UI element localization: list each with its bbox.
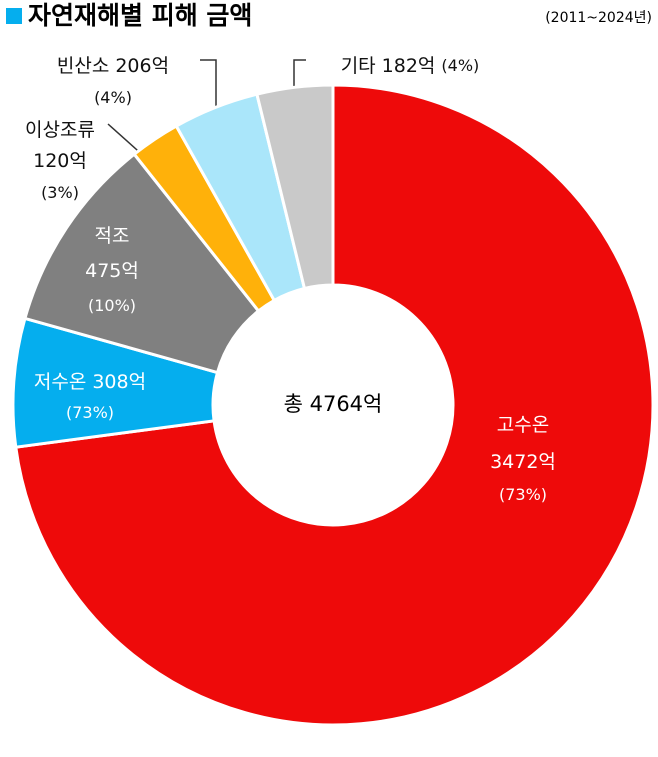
- value-label: 475억: [85, 260, 139, 282]
- percent-label: (4%): [441, 56, 479, 75]
- chart-subtitle: (2011~2024년): [545, 10, 652, 26]
- chart-title: 자연재해별 피해 금액: [28, 1, 252, 30]
- slice-label: (73%): [499, 485, 547, 504]
- percent-label: (3%): [41, 183, 79, 202]
- slice-label: 120억: [33, 150, 87, 172]
- center-label: 총 4764억: [284, 392, 383, 416]
- percent-label: (73%): [66, 403, 114, 422]
- slice-label: 저수온 308억: [34, 371, 146, 393]
- value-label: 308억: [92, 371, 146, 393]
- slice: [14, 83, 655, 727]
- slice-label: 고수온: [497, 414, 549, 436]
- value-label: 3472억: [490, 451, 556, 473]
- slice-label: (3%): [41, 183, 79, 202]
- leader-line: [200, 59, 217, 112]
- slice: [23, 152, 261, 375]
- category-label: 적조: [95, 225, 130, 247]
- slice: [255, 83, 335, 291]
- percent-label: (4%): [94, 88, 132, 107]
- slice-label: 빈산소 206억: [57, 55, 169, 77]
- category-label: 기타: [341, 55, 376, 77]
- slice-label: (4%): [94, 88, 132, 107]
- value-label: 120억: [33, 150, 87, 172]
- slice-label: (73%): [66, 403, 114, 422]
- slice-label: 적조: [95, 225, 130, 247]
- value-label: 182억: [382, 55, 436, 77]
- slices: [11, 83, 655, 727]
- value-label: 206억: [115, 55, 169, 77]
- labels: 고수온 3472억 (73%) 저수온 308억 (73%) 적조 475억 (10%) 이상조류…: [25, 55, 556, 504]
- category-label: 이상조류: [25, 119, 95, 141]
- title-marker: [6, 8, 22, 24]
- slice-label: 3472억: [490, 451, 556, 473]
- slice-label: 475억: [85, 260, 139, 282]
- slice-label: (10%): [88, 296, 136, 315]
- slice-label: 기타 182억 (4%): [341, 55, 480, 77]
- percent-label: (73%): [499, 485, 547, 504]
- category-label: 고수온: [497, 414, 549, 436]
- slice-label: 이상조류: [25, 119, 95, 141]
- percent-label: (10%): [88, 296, 136, 315]
- category-label: 빈산소: [57, 55, 109, 77]
- category-label: 저수온: [34, 371, 86, 393]
